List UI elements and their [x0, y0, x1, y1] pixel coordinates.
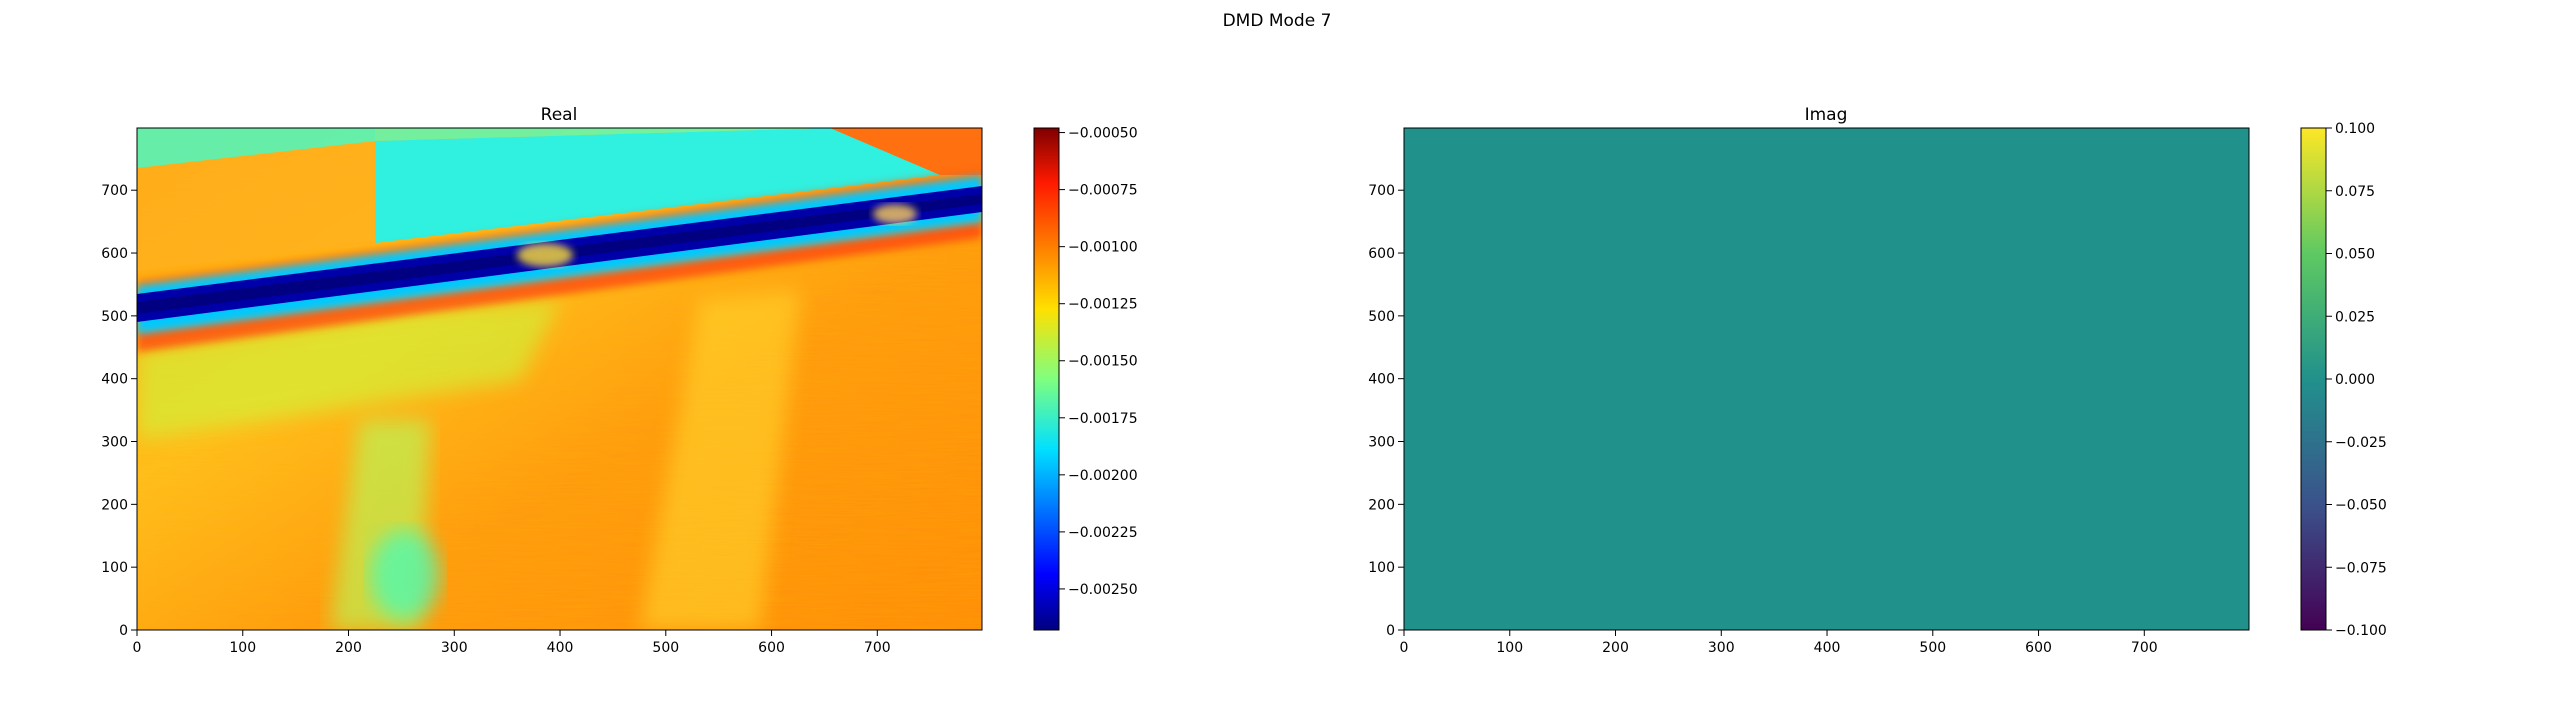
real-xtick-label: 200 — [335, 640, 362, 656]
real-colorbar-tick-label: −0.00150 — [1068, 354, 1138, 370]
imag-panel: Imag 0 100 200 300 400 500 600 700 0 100 200 300 400… — [1368, 105, 2387, 656]
real-colorbar-tick-label: −0.00125 — [1068, 297, 1138, 313]
real-xtick-label: 0 — [133, 640, 142, 656]
imag-ytick-label: 100 — [1368, 560, 1395, 576]
imag-xtick-label: 100 — [1496, 640, 1523, 656]
imag-xtick-label: 0 — [1400, 640, 1409, 656]
figure-title: DMD Mode 7 — [1223, 11, 1332, 31]
imag-xtick-label: 600 — [2025, 640, 2052, 656]
imag-colorbar-tick-label: −0.075 — [2335, 560, 2387, 576]
real-colorbar-tick-label: −0.00075 — [1068, 183, 1138, 199]
imag-title: Imag — [1805, 105, 1848, 125]
real-patch-cyan-blob — [370, 530, 440, 620]
real-colorbar-tick-label: −0.00250 — [1068, 582, 1138, 598]
imag-heatmap — [1404, 128, 2249, 630]
real-ytick-label: 0 — [119, 623, 128, 639]
imag-xtick-label: 400 — [1814, 640, 1841, 656]
real-ytick-label: 400 — [101, 372, 128, 388]
real-colorbar — [1033, 127, 1060, 631]
real-xtick-label: 400 — [547, 640, 574, 656]
real-colorbar-ticks: −0.00050 −0.00075 −0.00100 −0.00125 −0.00150… — [1059, 126, 1138, 598]
imag-ytick-label: 300 — [1368, 435, 1395, 451]
imag-colorbar-tick-label: 0.050 — [2335, 247, 2375, 263]
real-crossing-2 — [873, 204, 917, 224]
real-upper-left-block — [137, 141, 375, 271]
imag-ytick-label: 0 — [1386, 623, 1395, 639]
imag-ticks: 0 100 200 300 400 500 600 700 0 100 200 300 400 500 60… — [1368, 183, 2157, 656]
real-ticks: 0 100 200 300 400 500 600 700 0 100 200 300 400 500 60… — [101, 183, 890, 656]
real-colorbar-tick-label: −0.00200 — [1068, 468, 1138, 484]
real-crossing-1 — [517, 243, 573, 267]
real-panel: Real — [101, 105, 1137, 656]
real-ytick-label: 300 — [101, 435, 128, 451]
real-xtick-label: 600 — [758, 640, 785, 656]
imag-colorbar-tick-label: −0.025 — [2335, 435, 2387, 451]
real-top-left-strip — [137, 128, 375, 168]
imag-ytick-label: 700 — [1368, 183, 1395, 199]
imag-colorbar-tick-label: 0.100 — [2335, 121, 2375, 137]
real-patch-yellow-right — [640, 290, 800, 630]
real-colorbar-tick-label: −0.00050 — [1068, 126, 1138, 142]
real-heatmap — [137, 128, 982, 630]
imag-xtick-label: 300 — [1708, 640, 1735, 656]
real-patch-green-left — [137, 300, 560, 440]
real-colorbar-tick-label: −0.00175 — [1068, 411, 1138, 427]
imag-ytick-label: 200 — [1368, 497, 1395, 513]
real-colorbar-tick-label: −0.00225 — [1068, 525, 1138, 541]
real-xtick-label: 300 — [441, 640, 468, 656]
real-band-red-lower — [137, 220, 982, 352]
real-cyan-plateau — [375, 128, 982, 243]
real-xtick-label: 500 — [652, 640, 679, 656]
imag-ytick-label: 400 — [1368, 372, 1395, 388]
real-colorbar-tick-label: −0.00100 — [1068, 240, 1138, 256]
imag-colorbar-tick-label: 0.025 — [2335, 309, 2375, 325]
real-top-right-orange — [830, 128, 982, 175]
imag-xtick-label: 200 — [1602, 640, 1629, 656]
imag-ytick-label: 600 — [1368, 246, 1395, 262]
real-ytick-label: 700 — [101, 183, 128, 199]
imag-ytick-label: 500 — [1368, 309, 1395, 325]
imag-colorbar-tick-label: −0.100 — [2335, 623, 2387, 639]
real-title: Real — [541, 105, 578, 125]
imag-xtick-label: 700 — [2131, 640, 2158, 656]
imag-colorbar-ticks: 0.100 0.075 0.050 0.025 0.000 −0.025 −0.050 −0.… — [2326, 121, 2387, 639]
imag-xtick-label: 500 — [1919, 640, 1946, 656]
real-cyan-plateau-top — [375, 128, 830, 141]
real-ytick-label: 500 — [101, 309, 128, 325]
imag-colorbar — [2300, 127, 2327, 631]
real-xtick-label: 700 — [864, 640, 891, 656]
imag-colorbar-tick-label: −0.050 — [2335, 498, 2387, 514]
imag-colorbar-tick-label: 0.075 — [2335, 184, 2375, 200]
real-ytick-label: 600 — [101, 246, 128, 262]
real-ytick-label: 200 — [101, 497, 128, 513]
real-xtick-label: 100 — [229, 640, 256, 656]
imag-colorbar-tick-label: 0.000 — [2335, 372, 2375, 388]
real-ytick-label: 100 — [101, 560, 128, 576]
